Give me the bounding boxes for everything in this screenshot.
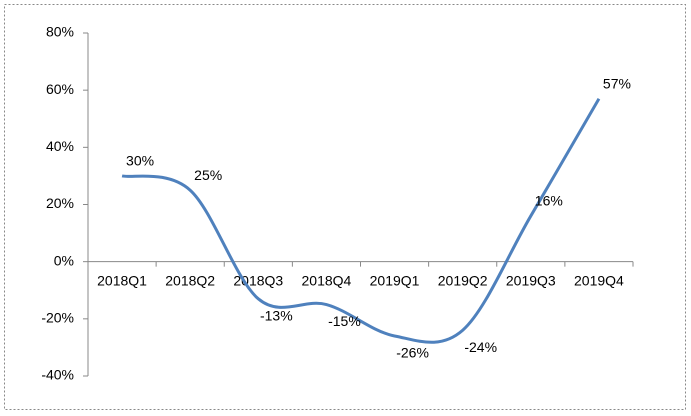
x-tick-label: 2018Q4 [302, 272, 352, 288]
x-tick-label: 2018Q1 [97, 272, 147, 288]
x-tick-label: 2018Q2 [165, 272, 215, 288]
data-label: 30% [126, 153, 154, 169]
y-tick-label: 60% [46, 81, 74, 97]
line [121, 97, 601, 344]
frame [4, 4, 686, 410]
y-tick-label: -20% [41, 310, 74, 326]
data-label: -24% [464, 339, 497, 355]
data-label: 25% [194, 167, 222, 183]
data-label: -15% [328, 313, 361, 329]
y-tick-label: 20% [46, 195, 74, 211]
y-tick-label: 80% [46, 24, 74, 40]
y-tick-label: 40% [46, 138, 74, 154]
y-tick-label: 0% [54, 252, 74, 268]
data-label: -26% [396, 345, 429, 361]
y-tick-label: -40% [41, 367, 74, 383]
data-label: 57% [603, 75, 631, 91]
x-tick-label: 2019Q4 [574, 272, 624, 288]
x-tick-label: 2019Q1 [370, 272, 420, 288]
x-tick-label: 2019Q3 [506, 272, 556, 288]
x-tick-label: 2019Q2 [438, 272, 488, 288]
data-label: -13% [260, 308, 293, 324]
data-label: 16% [535, 193, 563, 209]
